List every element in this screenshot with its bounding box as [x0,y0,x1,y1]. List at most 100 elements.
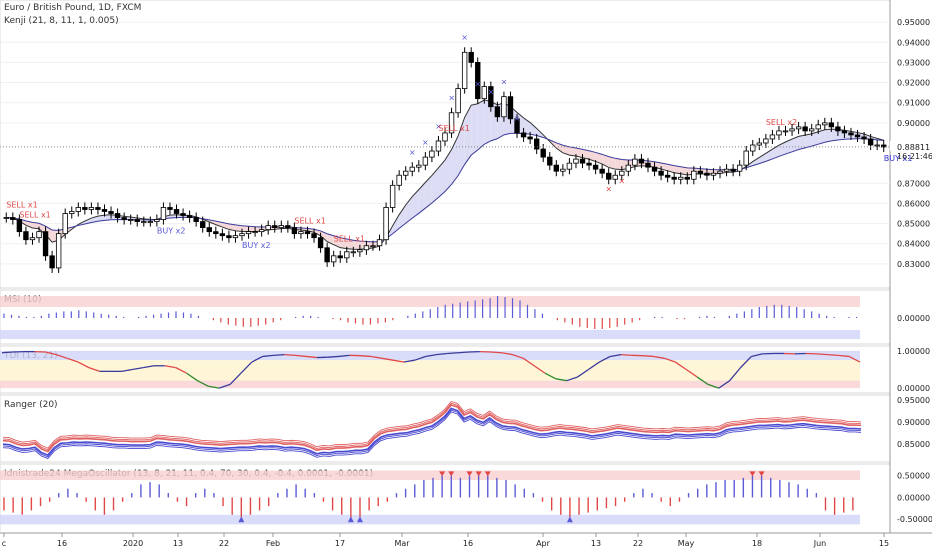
candle [435,135,442,157]
tdi-line-segment [827,353,839,356]
candle [134,214,140,227]
candle-body [619,170,625,176]
mo-top-triangle [448,471,455,477]
candle [599,164,605,179]
mo-top-triangle [484,471,491,477]
candle [664,170,671,183]
ranger-band-line [2,407,862,457]
candle-body [645,162,651,168]
price-tick-label: 0.93000 [897,58,930,67]
candle-body [435,140,442,152]
candle-body [776,130,782,136]
time-tick-label: Mar [394,539,410,548]
candle [16,214,23,237]
candle-body [147,221,154,223]
ema-cloud [333,235,341,248]
candle [127,214,134,225]
candle [29,232,36,245]
ema-cloud [353,240,360,250]
candle [160,202,167,225]
candle [370,240,376,251]
candle [285,220,291,233]
candle-body [494,106,501,118]
candle-body [520,132,527,138]
ema-cloud [451,135,459,185]
candle-body [822,122,828,126]
candle-body [769,134,776,140]
time-tick-label: Jun [813,539,827,548]
candle-body [881,144,887,148]
candle-body [121,217,127,220]
candle-body [101,209,108,212]
candle-body [867,138,874,146]
candle-body [16,219,23,233]
candle [455,83,461,118]
tdi-line-segment [338,354,350,358]
tdi-line-segment [555,378,567,382]
tdi-line-segment [360,355,372,358]
candle-body [10,217,16,220]
candle-body [691,170,697,180]
candle [533,133,540,155]
time-tick-label: 22 [219,539,229,548]
candle-body [88,207,95,210]
candle [88,202,95,215]
candle-body [592,164,599,170]
msi-upper-zone [0,296,860,307]
ema-cloud [471,103,478,156]
candle-body [82,207,88,210]
ema-cloud [45,226,53,243]
candle [501,91,507,122]
ema-cloud [562,145,570,156]
candle [645,158,651,173]
tdi-line-segment [186,372,198,382]
tdi-line-segment [610,353,622,358]
mo-bottom-triangle [238,516,245,523]
candle-body [193,217,199,222]
tdi-line-segment [425,353,437,358]
candle-body [736,164,743,172]
candle-body [684,176,690,180]
candle-body [782,130,789,133]
sell-cross-mark: × [605,184,612,193]
candle [330,250,337,267]
ema-cloud [418,182,426,214]
candle [822,117,828,130]
candle [49,250,55,273]
ema-cloud [320,230,328,242]
tdi-line-segment [436,352,448,356]
tdi-line-segment [458,351,470,354]
ranger-band-line [2,409,862,458]
candle [42,226,49,261]
ema-cloud [792,136,799,152]
ema-cloud [248,226,256,232]
tdi-line-segment [295,354,307,358]
ema-cloud [785,139,793,155]
ema-cloud [530,122,537,136]
tdi-line-segment [208,385,220,389]
candle [730,164,736,177]
candle [678,172,684,185]
candle [147,216,154,227]
candle-body [252,231,258,234]
tdi-line-segment [45,351,57,356]
candle [684,172,690,185]
candle-body [697,170,704,174]
candle [167,202,173,215]
candle-body [455,88,461,114]
candle-body [599,168,605,174]
candle-body [730,168,736,172]
pane-ranger [0,394,891,463]
candle [383,202,389,245]
candle [586,158,592,171]
candle-body [75,207,81,212]
candle-body [298,231,304,235]
ema-cloud [824,129,832,143]
ema-cloud [674,165,681,174]
candle [475,57,481,104]
tdi-line-segment [577,368,589,378]
candle-body [507,96,514,120]
buy-cross-mark: × [448,94,455,103]
candle [809,123,815,136]
